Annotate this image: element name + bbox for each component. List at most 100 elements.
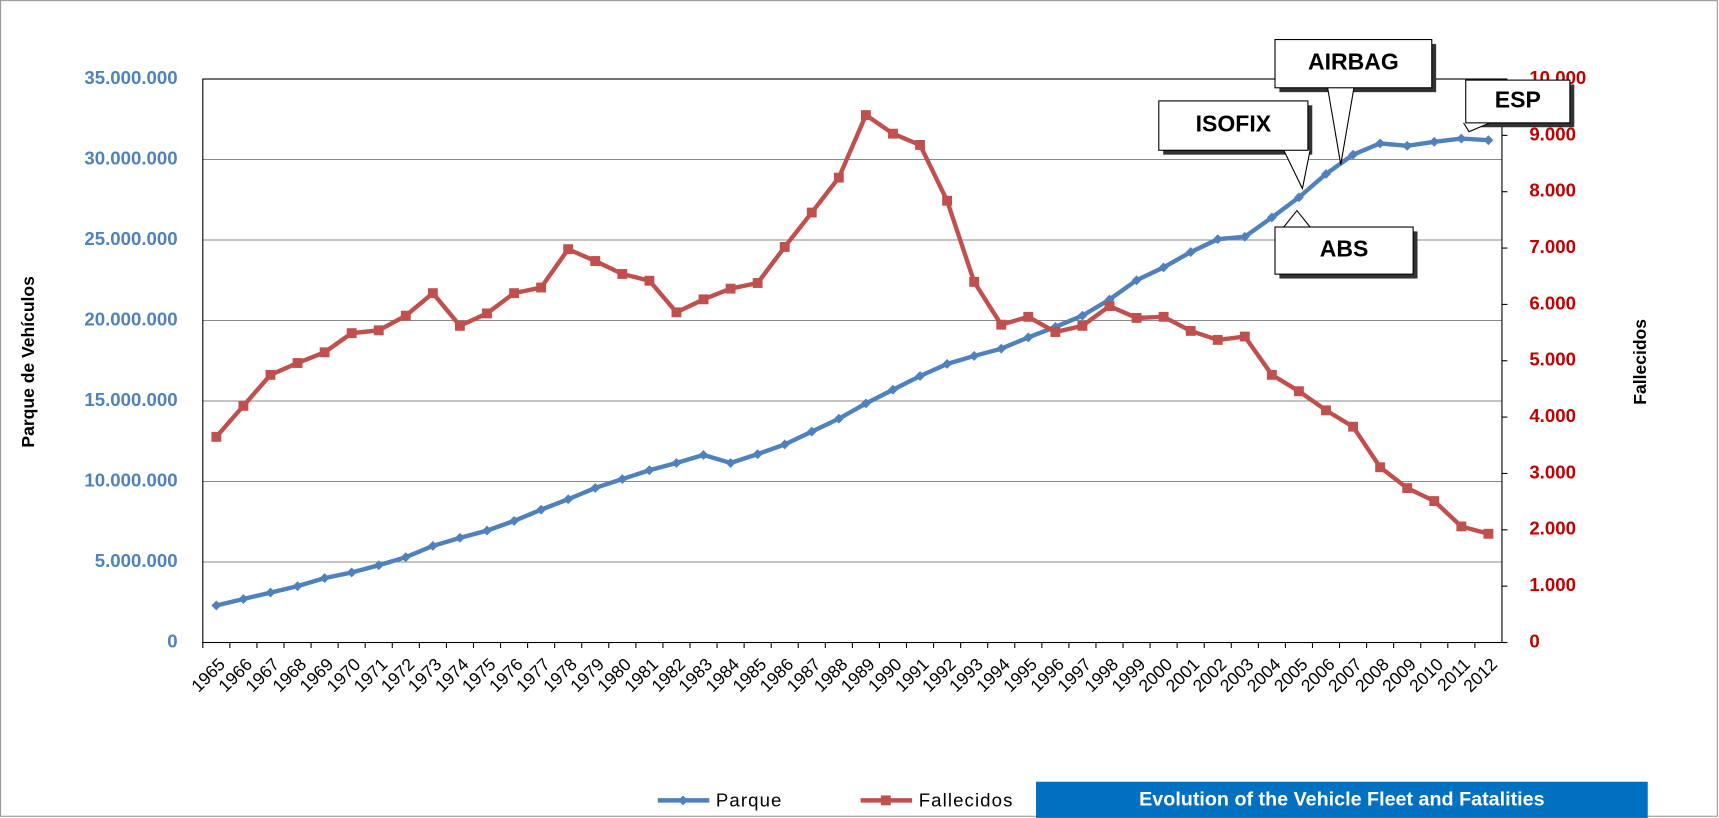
point [590, 256, 601, 266]
point [1348, 421, 1359, 432]
point [1104, 301, 1115, 312]
point [536, 282, 547, 293]
callout-box [1274, 38, 1433, 89]
title-banner [1036, 781, 1648, 818]
point [1483, 135, 1494, 146]
point [1212, 234, 1223, 245]
point [563, 494, 574, 505]
y2-tick-label: 8.000 [1529, 180, 1576, 201]
point [427, 540, 438, 551]
point [292, 358, 303, 368]
point [238, 594, 249, 604]
point [698, 294, 709, 305]
point [752, 278, 763, 288]
y-tick-label: 35.000.000 [84, 67, 177, 88]
y-tick-label: 30.000.000 [84, 147, 177, 168]
callout-label: ABS [1320, 236, 1369, 262]
callout-pointer [1327, 87, 1355, 165]
point [265, 369, 276, 380]
point [346, 328, 357, 339]
point [454, 320, 465, 331]
y2-axis-title: Fallecidos [1630, 319, 1650, 405]
point [1294, 386, 1304, 397]
point [915, 371, 925, 381]
point [888, 128, 898, 139]
legend-label: Parque [716, 789, 783, 810]
point [1077, 320, 1088, 331]
point [1483, 528, 1494, 539]
point [725, 283, 736, 294]
point [1348, 149, 1359, 160]
y2-tick-label: 5.000 [1529, 349, 1576, 370]
point [454, 532, 465, 543]
point [1375, 138, 1386, 149]
point [238, 400, 249, 411]
point [1266, 369, 1277, 380]
point [1131, 313, 1142, 323]
point [373, 325, 384, 336]
callout-pointer [1463, 122, 1491, 133]
y2-tick-label: 3.000 [1529, 461, 1576, 482]
point [860, 398, 871, 409]
point [888, 384, 898, 395]
point [319, 573, 330, 584]
y-axis-title: Parque de Vehículos [18, 276, 38, 448]
legend-marker [678, 795, 688, 806]
y-tick-label: 15.000.000 [84, 389, 177, 410]
point [1131, 275, 1142, 286]
point [833, 172, 844, 183]
point [1050, 327, 1061, 337]
point [1212, 334, 1223, 345]
callout-pointer [1283, 150, 1311, 191]
point [211, 600, 222, 611]
point [1321, 405, 1331, 416]
callout-box [1274, 226, 1414, 275]
y2-tick-label: 9.000 [1529, 123, 1576, 144]
point [1239, 331, 1250, 342]
point [211, 431, 222, 442]
chart-title: Evolution of the Vehicle Fleet and Fatal… [1139, 789, 1544, 811]
point [1023, 311, 1034, 322]
y-tick-label: 5.000.000 [95, 550, 178, 571]
callout-label: ESP [1495, 87, 1541, 113]
y2-tick-label: 1.000 [1529, 574, 1576, 595]
point [400, 310, 411, 321]
point [319, 347, 330, 358]
point [969, 276, 980, 287]
point [617, 474, 628, 485]
point [725, 458, 736, 468]
point [806, 207, 817, 218]
callout-label: AIRBAG [1308, 49, 1399, 75]
point [1294, 192, 1304, 203]
point [644, 275, 655, 286]
y2-tick-label: 0 [1529, 630, 1539, 651]
y-tick-label: 0 [167, 630, 177, 651]
y2-tick-label: 7.000 [1529, 236, 1576, 257]
point [860, 110, 871, 121]
point [1185, 325, 1196, 336]
point [996, 343, 1007, 354]
y2-tick-label: 6.000 [1529, 292, 1576, 313]
point [1158, 262, 1169, 273]
point [482, 525, 492, 536]
legend-label: Fallecidos [919, 789, 1014, 810]
point [671, 458, 682, 468]
callout-pointer [1283, 209, 1311, 228]
callout-box [1465, 79, 1571, 124]
point [833, 413, 844, 424]
point [1456, 521, 1467, 532]
point [942, 195, 953, 206]
point [671, 307, 682, 318]
point [779, 439, 790, 450]
y2-tick-label: 4.000 [1529, 405, 1576, 426]
legend-marker [880, 795, 891, 806]
callout-box [1158, 100, 1309, 151]
point [996, 319, 1007, 330]
point [1402, 483, 1413, 494]
point [590, 483, 601, 493]
point [1375, 462, 1386, 473]
y2-tick-label: 2.000 [1529, 518, 1576, 539]
point [482, 308, 492, 319]
point [779, 242, 790, 252]
point [536, 504, 547, 515]
